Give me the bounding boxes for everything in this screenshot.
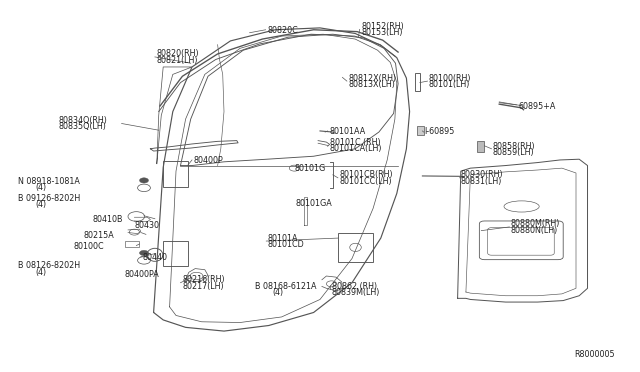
Text: (4): (4): [35, 200, 46, 209]
Text: 80153(LH): 80153(LH): [362, 28, 403, 37]
Text: 80400P: 80400P: [194, 156, 223, 165]
Text: 80101CA(LH): 80101CA(LH): [330, 144, 382, 153]
Text: 80101CB(RH): 80101CB(RH): [339, 170, 393, 179]
Text: 80217(LH): 80217(LH): [182, 282, 224, 291]
Bar: [477, 141, 484, 152]
Text: 80101CC(LH): 80101CC(LH): [339, 177, 392, 186]
Text: 80812X(RH): 80812X(RH): [349, 74, 397, 83]
Text: 80862 (RH): 80862 (RH): [332, 282, 377, 291]
Bar: [163, 241, 188, 266]
Text: 80834Q(RH): 80834Q(RH): [59, 116, 108, 125]
Text: 80101G: 80101G: [294, 164, 326, 173]
Text: 80821(LH): 80821(LH): [157, 56, 198, 65]
Bar: [125, 241, 139, 247]
Text: 80858(RH): 80858(RH): [493, 142, 536, 151]
Bar: [163, 161, 188, 187]
Text: 80400PA: 80400PA: [125, 270, 159, 279]
Text: B 08126-8202H: B 08126-8202H: [18, 262, 80, 270]
Text: 80100C: 80100C: [74, 242, 104, 251]
Text: 80831(LH): 80831(LH): [461, 177, 502, 186]
Bar: [417, 126, 424, 135]
Bar: [415, 73, 420, 91]
Text: 80100(RH): 80100(RH): [429, 74, 471, 83]
Bar: [338, 232, 373, 262]
Circle shape: [140, 250, 148, 256]
Text: 80101C (RH): 80101C (RH): [330, 138, 380, 147]
Text: 80152(RH): 80152(RH): [362, 22, 404, 31]
Text: 80839M(LH): 80839M(LH): [332, 288, 380, 297]
Text: 80813X(LH): 80813X(LH): [349, 80, 396, 89]
Text: 80430: 80430: [134, 221, 159, 230]
Text: B 08168-6121A: B 08168-6121A: [255, 282, 316, 291]
Text: 80215A: 80215A: [83, 231, 114, 240]
Text: 80880N(LH): 80880N(LH): [511, 226, 558, 235]
Text: B 09126-8202H: B 09126-8202H: [18, 194, 80, 203]
Text: 80930(RH): 80930(RH): [461, 170, 504, 179]
Text: N 08918-1081A: N 08918-1081A: [18, 177, 80, 186]
Text: 80101AA: 80101AA: [330, 127, 366, 136]
Text: 80820(RH): 80820(RH): [157, 49, 200, 58]
Text: 80835Q(LH): 80835Q(LH): [59, 122, 107, 131]
Text: (4): (4): [35, 183, 46, 192]
Text: 80410B: 80410B: [93, 215, 124, 224]
Text: 80440: 80440: [142, 253, 167, 262]
Text: (4): (4): [35, 268, 46, 277]
Text: (4): (4): [272, 288, 283, 297]
Text: 80880M(RH): 80880M(RH): [511, 219, 560, 228]
Text: 80101CD: 80101CD: [268, 240, 304, 249]
Text: R8000005: R8000005: [574, 350, 614, 359]
Text: 60895+A: 60895+A: [518, 102, 556, 110]
Text: I-60895: I-60895: [424, 127, 454, 136]
Text: 80820C: 80820C: [268, 26, 298, 35]
Text: 80101A: 80101A: [268, 234, 298, 243]
Text: 80101GA: 80101GA: [296, 199, 332, 208]
Text: 80216(RH): 80216(RH): [182, 275, 225, 284]
Text: 80859(LH): 80859(LH): [493, 148, 534, 157]
Circle shape: [140, 178, 148, 183]
Text: 80101(LH): 80101(LH): [429, 80, 470, 89]
